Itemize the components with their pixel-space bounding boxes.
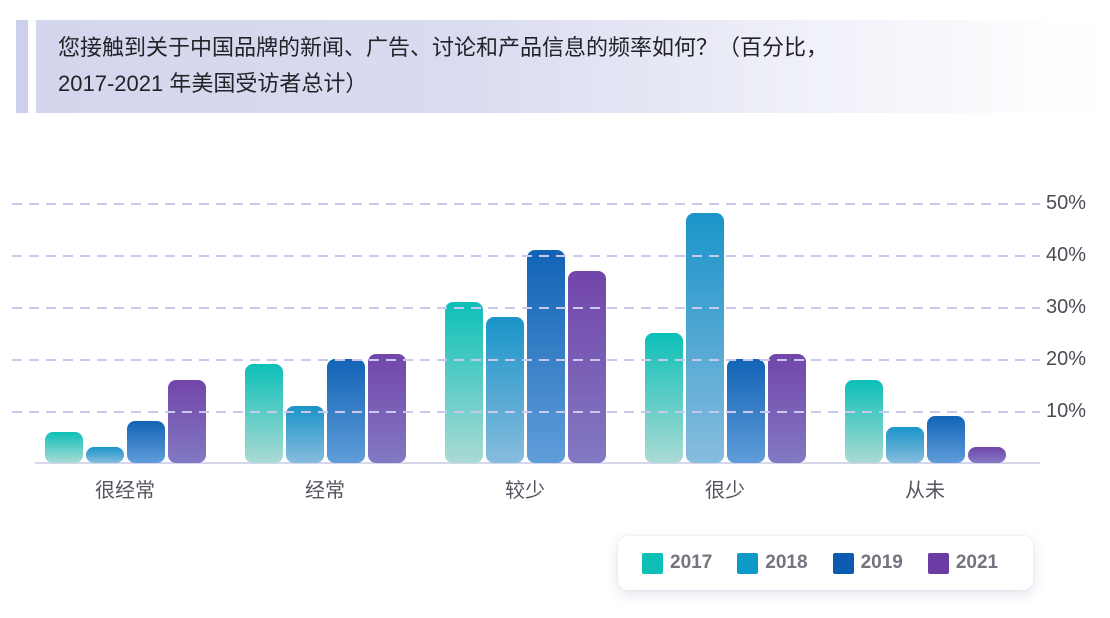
chart-title-block: 您接触到关于中国品牌的新闻、广告、讨论和产品信息的频率如何？（百分比， 2017… [36,20,1098,113]
x-axis-line [35,462,1040,464]
legend-swatch-2017 [642,552,663,574]
bar-2019-从未 [926,416,965,463]
gridline-10% [12,411,1040,413]
legend-item-2019[interactable]: 2019 [832,552,903,574]
y-axis-tick-label: 50% [1046,192,1087,214]
y-axis-tick-label: 10% [1046,400,1087,422]
title-accent-stripe [16,20,28,113]
legend-item-2018[interactable]: 2018 [737,552,808,574]
legend-label-2019: 2019 [860,552,903,573]
gridline-30% [12,307,1040,309]
legend-item-2017[interactable]: 2017 [642,552,712,574]
bar-2018-经常 [285,406,324,463]
legend-label-2017: 2017 [670,552,713,573]
x-axis-label-较少: 较少 [505,480,545,502]
bar-2018-从未 [885,427,924,463]
x-axis-label-很少: 很少 [705,480,745,502]
gridline-20% [12,359,1040,361]
gridline-50% [12,203,1040,205]
legend-swatch-2018 [737,552,759,574]
y-axis-tick-label: 40% [1046,244,1087,266]
bar-2019-很经常 [126,421,165,463]
x-axis-label-从未: 从未 [905,480,945,502]
bar-group-从未 [825,190,1025,463]
bar-group-经常 [225,190,425,463]
bar-group-很经常 [25,190,225,463]
bar-2017-经常 [244,364,283,463]
bar-2019-较少 [526,250,565,463]
legend-swatch-2021 [927,552,949,574]
y-axis-tick-label: 20% [1046,348,1087,370]
legend-label-2021: 2021 [955,552,999,573]
bar-groups [25,190,1025,463]
bar-group-很少 [625,190,825,463]
gridline-40% [12,255,1040,257]
x-axis-label-经常: 经常 [305,480,345,502]
legend-label-2018: 2018 [765,552,808,573]
bar-2018-很经常 [85,447,124,463]
bar-2018-很少 [685,213,724,463]
bar-2021-较少 [567,271,606,463]
legend: 2017 2018 2019 2021 [618,536,1033,590]
chart-title-line-2: 2017-2021 年美国受访者总计） [58,71,368,96]
bar-2021-经常 [367,354,406,463]
bar-2021-从未 [967,447,1006,463]
bar-2017-很经常 [44,432,83,463]
legend-item-2021[interactable]: 2021 [927,552,999,574]
bar-group-较少 [425,190,625,463]
bar-2017-很少 [644,333,683,463]
bar-2017-从未 [844,380,883,463]
chart-title-line-1: 您接触到关于中国品牌的新闻、广告、讨论和产品信息的频率如何？（百分比， [58,35,829,60]
y-axis-tick-label: 30% [1046,296,1087,318]
bar-2017-较少 [444,302,483,463]
bar-2021-很少 [767,354,806,463]
x-axis-labels: 很经常 经常 较少 很少 从未 [25,474,1025,503]
legend-swatch-2019 [832,552,854,574]
bar-2018-较少 [485,317,524,463]
x-axis-label-很经常: 很经常 [95,480,155,502]
bar-2021-很经常 [167,380,206,463]
